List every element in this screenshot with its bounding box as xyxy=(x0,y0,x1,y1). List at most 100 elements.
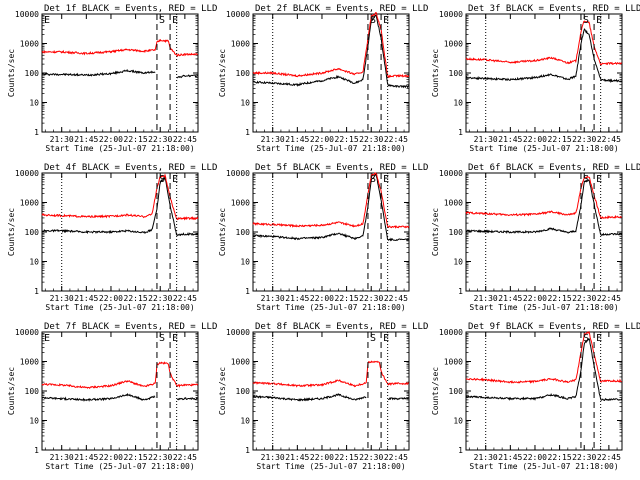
series-line-events xyxy=(176,74,198,79)
marker-label: E xyxy=(44,15,50,26)
series-line-events xyxy=(388,396,409,401)
y-axis-title: Counts/sec xyxy=(218,367,227,415)
x-tick-label: 22:30 xyxy=(148,135,172,144)
y-tick-label: 1 xyxy=(458,287,463,296)
x-tick-label: 22:15 xyxy=(548,294,572,303)
y-tick-label: 100 xyxy=(236,387,251,396)
chart-panel-9: Det 9f BLACK = Events, RED = LLD 1 10 100 10… xyxy=(431,322,640,471)
x-tick-label: 22:00 xyxy=(523,135,547,144)
x-tick-label: 22:00 xyxy=(99,135,123,144)
y-tick-label: 1000 xyxy=(20,40,39,49)
y-tick-label: 10000 xyxy=(226,328,250,337)
y-axis-title: Counts/sec xyxy=(7,208,16,256)
x-tick-label: 22:00 xyxy=(99,294,123,303)
y-tick-label: 1 xyxy=(458,128,463,137)
y-tick-label: 100 xyxy=(25,69,40,78)
y-tick-label: 10000 xyxy=(15,10,39,19)
y-tick-label: 100 xyxy=(449,387,464,396)
x-tick-label: 22:45 xyxy=(173,294,197,303)
x-tick-label: 21:45 xyxy=(74,135,98,144)
series-line-events xyxy=(252,393,367,402)
series-line-events xyxy=(41,175,199,237)
x-tick-label: 21:45 xyxy=(285,294,309,303)
panel-title: Det 2f BLACK = Events, RED = LLD xyxy=(255,4,428,14)
y-axis-title: Counts/sec xyxy=(218,49,227,97)
x-tick-label: 22:30 xyxy=(359,453,383,462)
x-tick-label: 21:30 xyxy=(474,294,498,303)
y-tick-label: 10 xyxy=(29,99,39,108)
x-tick-label: 22:00 xyxy=(99,453,123,462)
x-tick-label: 22:15 xyxy=(548,135,572,144)
series-line-events xyxy=(41,68,156,77)
x-axis-title: Start Time (25-Jul-07 21:18:00) xyxy=(256,303,405,312)
x-tick-label: 22:30 xyxy=(572,294,596,303)
panel-title: Det 4f BLACK = Events, RED = LLD xyxy=(44,163,217,173)
panel-title: Det 7f BLACK = Events, RED = LLD xyxy=(44,322,217,332)
x-axis-title: Start Time (25-Jul-07 21:18:00) xyxy=(45,303,194,312)
marker-label: E xyxy=(44,333,50,344)
x-tick-label: 21:30 xyxy=(50,294,74,303)
plot-frame xyxy=(252,172,410,292)
y-tick-label: 100 xyxy=(449,228,464,237)
x-tick-label: 22:45 xyxy=(384,453,408,462)
y-tick-label: 1 xyxy=(245,128,250,137)
x-tick-label: 22:45 xyxy=(597,453,621,462)
series-line-events xyxy=(465,28,623,84)
y-tick-label: 1000 xyxy=(231,199,250,208)
chart-panel-6: Det 6f BLACK = Events, RED = LLD 1 10 100 10… xyxy=(431,163,640,312)
series-line-lld xyxy=(465,330,622,384)
x-tick-label: 22:15 xyxy=(124,294,148,303)
x-tick-label: 22:30 xyxy=(359,135,383,144)
y-tick-label: 1 xyxy=(458,446,463,455)
y-axis-title: Counts/sec xyxy=(431,49,440,97)
marker-label: S xyxy=(159,15,165,26)
plot-frame xyxy=(252,331,410,451)
panel-title: Det 1f BLACK = Events, RED = LLD xyxy=(44,4,217,14)
x-tick-label: 22:00 xyxy=(310,453,334,462)
y-tick-label: 100 xyxy=(449,69,464,78)
marker-label: E xyxy=(596,174,602,185)
marker-label: S xyxy=(370,174,376,185)
x-tick-label: 21:30 xyxy=(50,135,74,144)
panel-title: Det 8f BLACK = Events, RED = LLD xyxy=(255,322,428,332)
y-tick-label: 10000 xyxy=(439,328,463,337)
x-axis-title: Start Time (25-Jul-07 21:18:00) xyxy=(469,303,618,312)
series-line-events xyxy=(465,337,623,402)
series-line-events xyxy=(252,172,409,242)
panel-title: Det 6f BLACK = Events, RED = LLD xyxy=(468,163,640,173)
y-tick-label: 10 xyxy=(453,417,463,426)
y-tick-label: 1000 xyxy=(231,358,250,367)
x-tick-label: 21:30 xyxy=(474,453,498,462)
y-tick-label: 10 xyxy=(240,417,250,426)
x-tick-label: 21:45 xyxy=(498,294,522,303)
x-tick-label: 21:45 xyxy=(498,453,522,462)
series-line-events xyxy=(252,15,409,89)
x-tick-label: 22:30 xyxy=(148,453,172,462)
x-tick-label: 22:00 xyxy=(310,294,334,303)
chart-panel-5: Det 5f BLACK = Events, RED = LLD 1 10 100 10… xyxy=(218,163,428,312)
x-tick-label: 21:45 xyxy=(498,135,522,144)
y-tick-label: 1 xyxy=(34,287,39,296)
y-tick-label: 1000 xyxy=(231,40,250,49)
y-tick-label: 1000 xyxy=(444,199,463,208)
y-tick-label: 10000 xyxy=(439,10,463,19)
series-line-lld xyxy=(252,172,410,229)
x-tick-label: 22:30 xyxy=(572,135,596,144)
x-tick-label: 22:15 xyxy=(548,453,572,462)
x-tick-label: 22:45 xyxy=(597,135,621,144)
marker-label: E xyxy=(172,333,178,344)
y-tick-label: 100 xyxy=(25,387,40,396)
x-tick-label: 22:15 xyxy=(335,135,359,144)
y-tick-label: 1000 xyxy=(20,199,39,208)
panel-title: Det 9f BLACK = Events, RED = LLD xyxy=(468,322,640,332)
series-line-lld xyxy=(41,173,199,221)
x-tick-label: 22:45 xyxy=(173,453,197,462)
marker-label: E xyxy=(383,333,389,344)
x-axis-title: Start Time (25-Jul-07 21:18:00) xyxy=(469,462,618,471)
y-tick-label: 1 xyxy=(34,128,39,137)
x-tick-label: 22:00 xyxy=(523,294,547,303)
x-tick-label: 22:30 xyxy=(148,294,172,303)
y-axis-title: Counts/sec xyxy=(431,208,440,256)
marker-label: S xyxy=(159,333,165,344)
marker-label: S xyxy=(159,174,165,185)
